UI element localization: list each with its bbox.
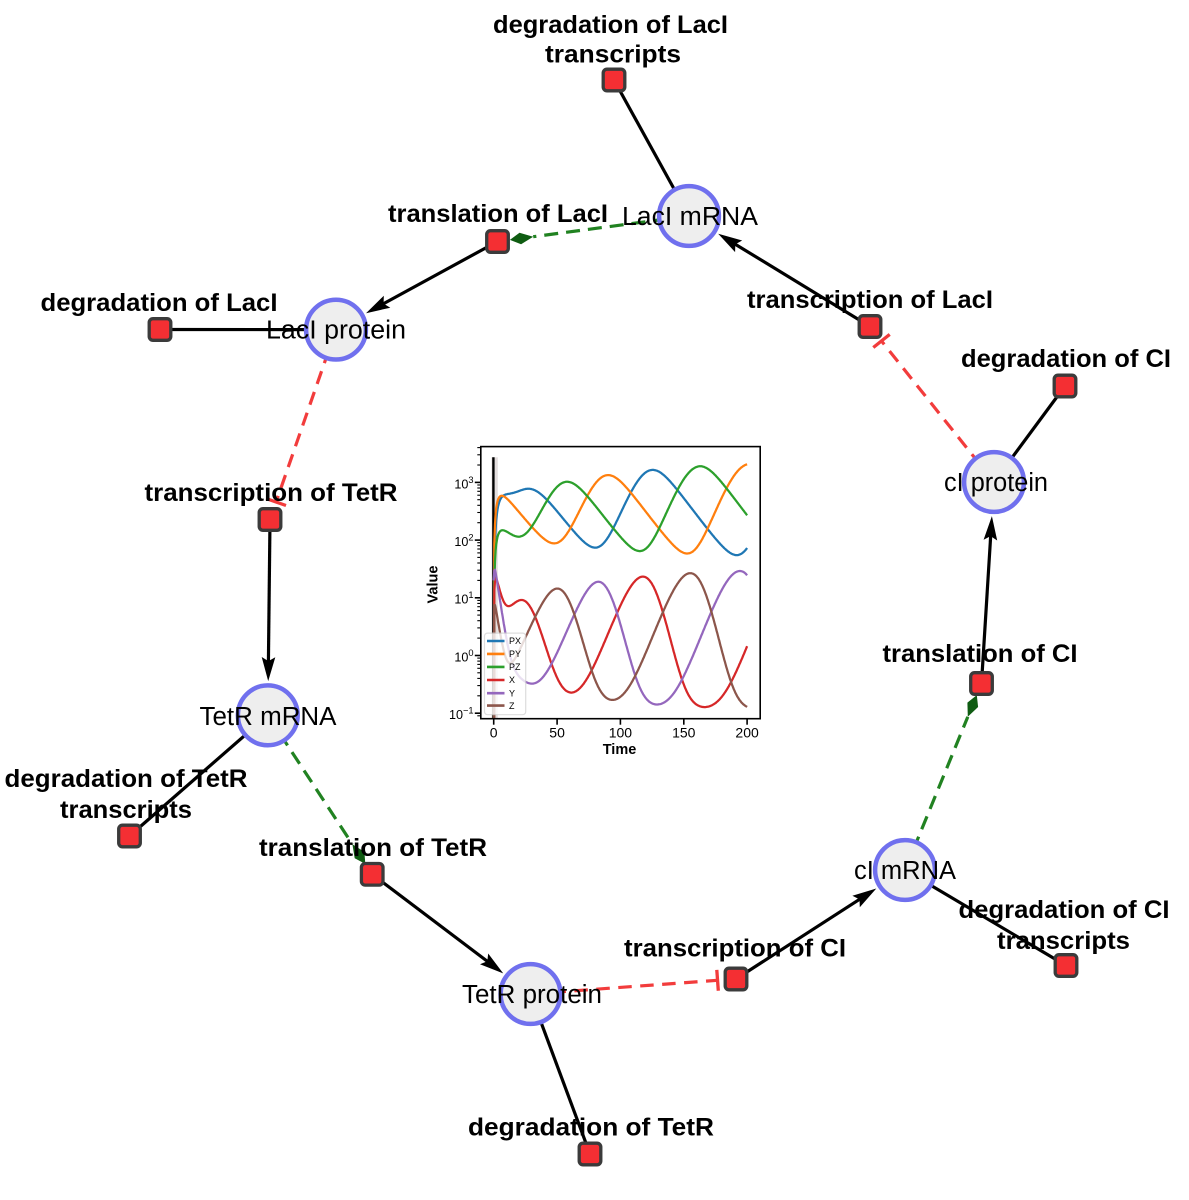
svg-text:0: 0	[490, 725, 498, 741]
svg-text:TetR mRNA: TetR mRNA	[200, 703, 337, 731]
svg-text:Value: Value	[426, 566, 442, 604]
svg-text:degradation of CI: degradation of CI	[959, 896, 1170, 924]
svg-text:LacI protein: LacI protein	[266, 317, 406, 345]
svg-text:degradation of TetR: degradation of TetR	[468, 1114, 714, 1142]
svg-text:PZ: PZ	[509, 662, 521, 672]
svg-text:200: 200	[735, 725, 759, 741]
svg-text:cI protein: cI protein	[944, 469, 1048, 497]
svg-text:degradation of TetR: degradation of TetR	[5, 765, 248, 793]
svg-text:transcription of TetR: transcription of TetR	[145, 479, 398, 507]
svg-text:translation of TetR: translation of TetR	[259, 834, 487, 862]
svg-text:PX: PX	[509, 636, 521, 646]
svg-text:Y: Y	[509, 688, 515, 698]
svg-text:translation of LacI: translation of LacI	[388, 200, 608, 228]
svg-text:X: X	[509, 675, 515, 685]
svg-text:transcripts: transcripts	[60, 796, 192, 824]
svg-text:100: 100	[609, 725, 633, 741]
svg-text:Z: Z	[509, 701, 515, 711]
svg-text:150: 150	[672, 725, 696, 741]
svg-text:degradation of LacI: degradation of LacI	[41, 289, 278, 317]
svg-text:cI mRNA: cI mRNA	[854, 857, 956, 885]
svg-text:PY: PY	[509, 649, 521, 659]
svg-text:transcripts: transcripts	[997, 927, 1130, 955]
svg-text:LacI mRNA: LacI mRNA	[622, 203, 758, 231]
svg-text:degradation of CI: degradation of CI	[961, 345, 1171, 373]
svg-text:50: 50	[549, 725, 565, 741]
svg-text:degradation of LacI: degradation of LacI	[493, 11, 728, 39]
svg-text:TetR protein: TetR protein	[462, 981, 602, 1009]
svg-text:translation of CI: translation of CI	[883, 640, 1078, 668]
svg-text:transcription of LacI: transcription of LacI	[747, 286, 993, 314]
svg-text:transcripts: transcripts	[545, 40, 681, 68]
svg-text:transcription of CI: transcription of CI	[624, 935, 846, 963]
svg-text:Time: Time	[603, 742, 637, 758]
